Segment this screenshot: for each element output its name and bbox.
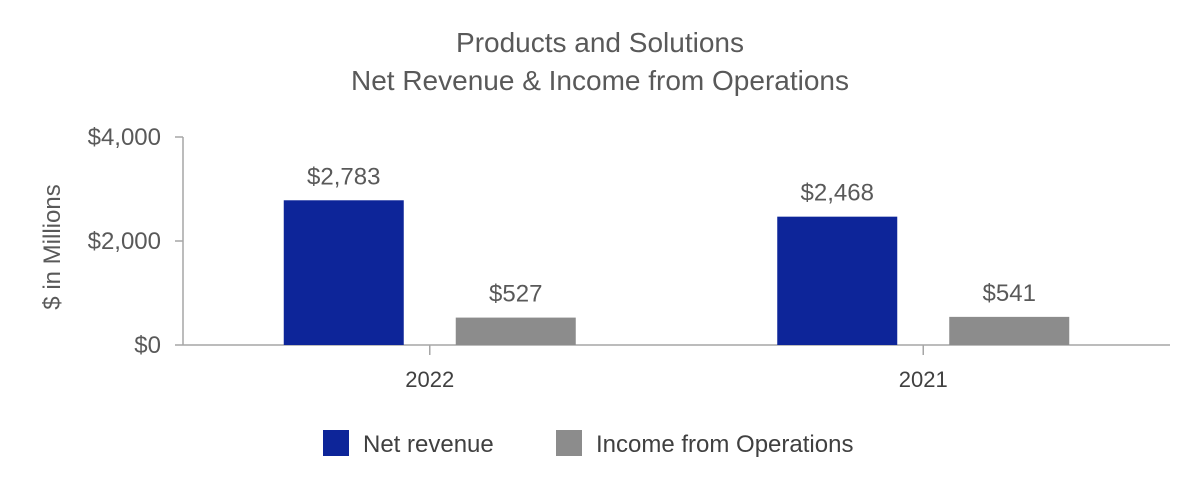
data-label: $527 xyxy=(489,281,542,308)
legend: Net revenue Income from Operations xyxy=(323,430,853,458)
x-tick-label: 2021 xyxy=(899,367,948,392)
chart-title-line-2: Net Revenue & Income from Operations xyxy=(351,65,849,96)
bar xyxy=(283,200,404,345)
data-label: $541 xyxy=(983,280,1036,307)
legend-swatch xyxy=(556,430,582,456)
y-tick-label: $2,000 xyxy=(88,228,161,255)
y-axis-ticks: $0 $2,000 $4,000 xyxy=(88,124,183,359)
bars xyxy=(283,200,1070,345)
data-label: $2,783 xyxy=(307,163,380,190)
x-axis-ticks: 2022 2021 xyxy=(405,345,948,392)
chart-title-line-1: Products and Solutions xyxy=(456,27,744,58)
y-axis-label: $ in Millions xyxy=(39,184,66,309)
legend-label: Income from Operations xyxy=(596,431,853,458)
data-label: $2,468 xyxy=(801,180,874,207)
x-tick-label: 2022 xyxy=(405,367,454,392)
y-tick-label: $0 xyxy=(134,332,161,359)
legend-swatch xyxy=(323,430,349,456)
legend-label: Net revenue xyxy=(363,431,494,458)
data-labels: $2,783 $527 $2,468 $541 xyxy=(307,163,1036,307)
y-tick-label: $4,000 xyxy=(88,124,161,151)
bar xyxy=(777,216,898,345)
bar xyxy=(949,316,1070,345)
bar xyxy=(455,317,576,345)
